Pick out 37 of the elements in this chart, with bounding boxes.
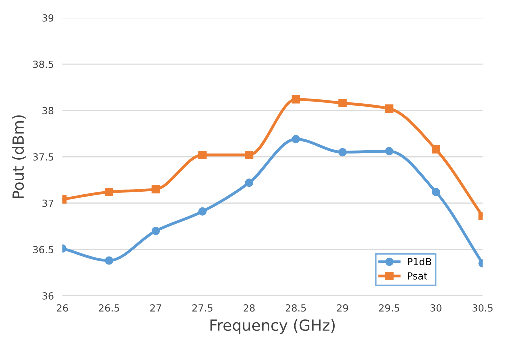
point xyxy=(338,99,347,108)
point xyxy=(245,151,254,160)
point xyxy=(152,226,160,236)
y-tick-label: 38 xyxy=(42,107,54,115)
y-tick-label: 37.5 xyxy=(33,154,54,161)
point xyxy=(292,135,300,144)
legend-label: P1dB xyxy=(408,258,432,266)
y-tick-label: 36.5 xyxy=(33,246,54,254)
y-axis-title: Pout (dBm) xyxy=(12,116,26,198)
x-tick-label: 30 xyxy=(430,304,442,312)
x-tick-label: 29.5 xyxy=(379,304,400,312)
y-tick-label: 39 xyxy=(42,14,54,22)
y-tick-label: 37 xyxy=(42,200,54,208)
point xyxy=(385,147,394,156)
x-tick-label: 26.5 xyxy=(99,304,120,312)
point xyxy=(385,104,394,114)
y-tick-label: 38.5 xyxy=(33,60,54,68)
x-axis-title: Frequency (GHz) xyxy=(210,319,335,334)
point xyxy=(105,188,114,196)
point xyxy=(198,208,207,216)
x-tick-label: 27 xyxy=(150,304,162,312)
point xyxy=(198,151,207,160)
x-tick-label: 28 xyxy=(244,304,255,312)
x-tick-label: 27.5 xyxy=(192,304,213,312)
x-tick-label: 29 xyxy=(337,304,348,312)
y-tick-label: 36 xyxy=(42,292,54,300)
point xyxy=(105,256,114,265)
x-tick-label: 30.5 xyxy=(472,304,493,312)
point xyxy=(292,95,300,104)
point xyxy=(245,178,254,188)
point xyxy=(152,185,160,194)
legend-label: Psat xyxy=(408,272,428,280)
point xyxy=(432,145,440,154)
x-tick-label: 26 xyxy=(57,304,68,312)
point xyxy=(432,188,440,196)
x-tick-label: 28.5 xyxy=(286,304,306,312)
point xyxy=(338,148,347,157)
